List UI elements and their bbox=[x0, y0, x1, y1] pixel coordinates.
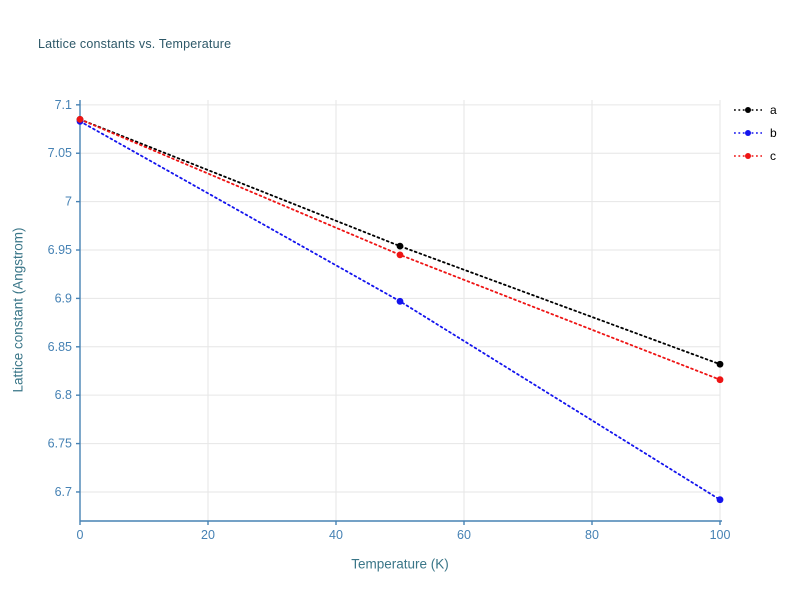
legend-dot-b bbox=[745, 130, 751, 136]
series-c-point-0 bbox=[76, 115, 84, 123]
series-b-line bbox=[79, 120, 721, 501]
y-tick-label-7: 7.05 bbox=[48, 146, 72, 160]
series-c-point-1 bbox=[396, 251, 404, 259]
x-tick-label-5: 100 bbox=[710, 528, 731, 542]
series-a-point-2 bbox=[716, 360, 724, 368]
legend-item-a: a bbox=[733, 103, 777, 117]
series-c-point-2 bbox=[716, 376, 724, 384]
x-axis-label: Temperature (K) bbox=[351, 556, 449, 572]
chart-title: Lattice constants vs. Temperature bbox=[38, 37, 232, 51]
y-tick-label-2: 6.8 bbox=[55, 388, 72, 402]
y-tick-label-5: 6.95 bbox=[48, 243, 72, 257]
legend-dot-c bbox=[745, 153, 751, 159]
y-tick-label-6: 7 bbox=[65, 195, 72, 209]
y-tick-label-1: 6.75 bbox=[48, 437, 72, 451]
x-tick-label-4: 80 bbox=[585, 528, 599, 542]
legend-marker-a bbox=[734, 107, 762, 113]
y-tick-label-3: 6.85 bbox=[48, 340, 72, 354]
series-a-line bbox=[79, 118, 721, 366]
y-tick-label-0: 6.7 bbox=[55, 485, 72, 499]
legend-dot-a bbox=[745, 107, 751, 113]
y-axis-label: Lattice constant (Angstrom) bbox=[10, 227, 26, 393]
legend-label-c: c bbox=[770, 149, 776, 163]
legend-marker-b bbox=[734, 130, 762, 136]
legend-item-c: c bbox=[733, 149, 777, 163]
legend-item-b: b bbox=[733, 126, 777, 140]
x-tick-label-0: 0 bbox=[77, 528, 84, 542]
x-tick-label-3: 60 bbox=[457, 528, 471, 542]
series-b-point-2 bbox=[716, 496, 724, 504]
legend-label-b: b bbox=[770, 126, 777, 140]
series-b-point-1 bbox=[396, 297, 404, 305]
x-tick-label-1: 20 bbox=[201, 528, 215, 542]
y-tick-label-4: 6.9 bbox=[55, 291, 72, 305]
legend-marker-c bbox=[734, 153, 762, 159]
x-tick-label-2: 40 bbox=[329, 528, 343, 542]
legend-label-a: a bbox=[770, 103, 777, 117]
y-tick-label-8: 7.1 bbox=[55, 98, 72, 112]
series-a-point-1 bbox=[396, 242, 404, 250]
